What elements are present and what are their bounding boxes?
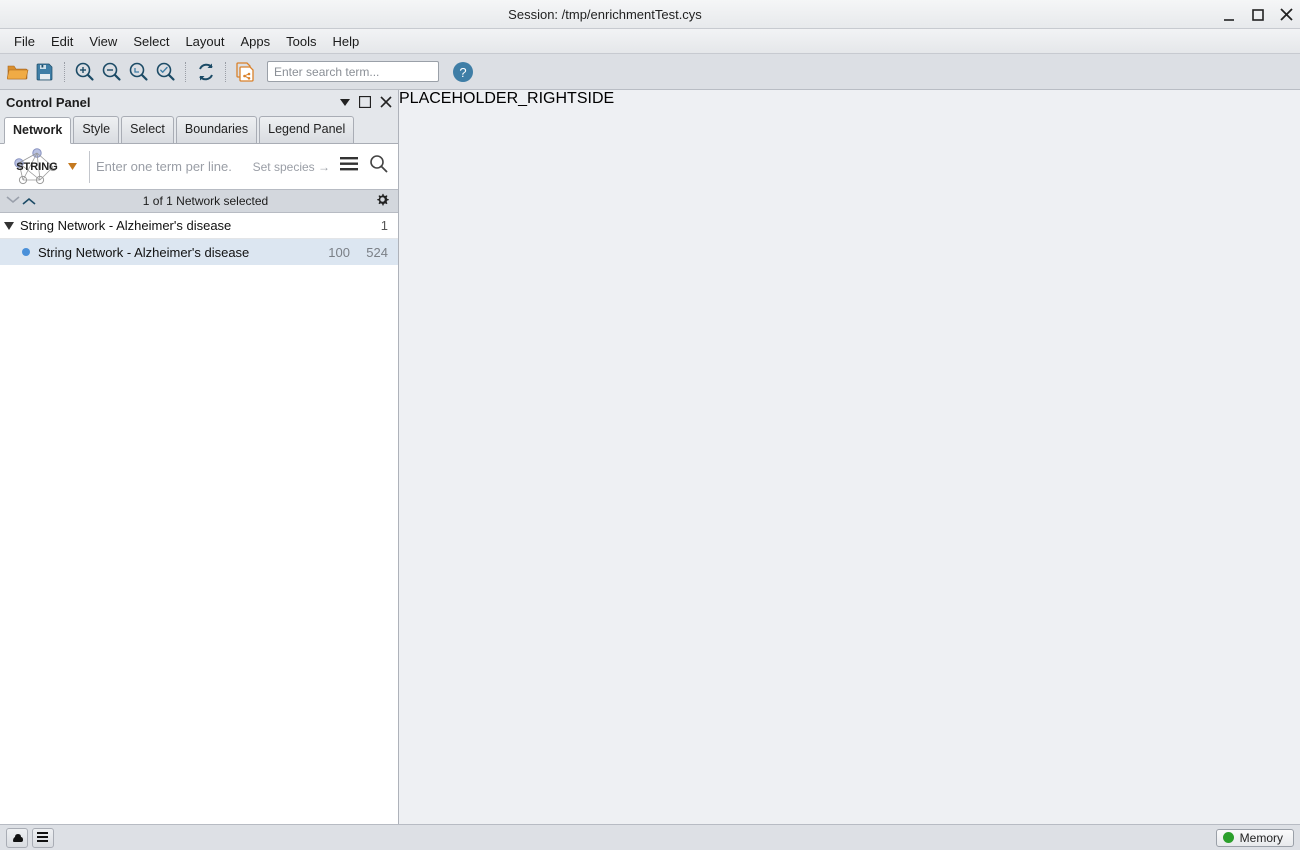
svg-text:STRING: STRING bbox=[16, 161, 58, 173]
svg-text:?: ? bbox=[459, 65, 466, 80]
